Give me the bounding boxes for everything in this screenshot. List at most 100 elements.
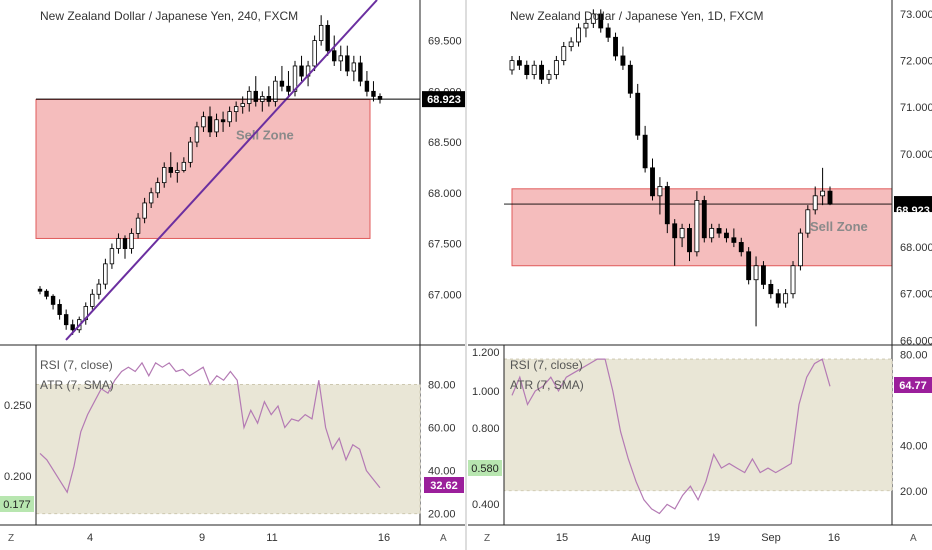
y-tick-label: 67.000	[900, 289, 932, 301]
candle-body	[620, 55, 626, 66]
candle-body	[576, 27, 581, 43]
candle-body	[642, 134, 648, 169]
right-z-button[interactable]: Z	[484, 533, 490, 544]
candle-body	[546, 74, 552, 80]
candle-body	[109, 248, 115, 265]
left-indicator-right-ticks: 80.00 60.00 40.00 20.00	[428, 379, 456, 520]
candle-body	[531, 64, 537, 75]
candle-body	[96, 283, 102, 295]
candle-body	[583, 22, 589, 29]
candle-body	[122, 238, 128, 250]
left-indicator-left-ticks: 0.250 0.200	[4, 400, 32, 483]
right-x-axis[interactable]: 15 Aug 19 Sep 16	[556, 532, 840, 544]
candle-body	[761, 265, 766, 285]
left-chart[interactable]: Sell Zone New Zealand Dollar / Japanese …	[0, 0, 466, 544]
candle-body	[116, 238, 121, 250]
right-rsi-band	[503, 358, 893, 492]
candle-body	[775, 293, 781, 304]
candle-body	[135, 217, 141, 234]
candle-body	[694, 200, 700, 253]
x-tick-label: 16	[378, 532, 390, 544]
candle-body	[70, 324, 75, 331]
x-tick-label: Aug	[631, 532, 651, 544]
candle-body	[318, 24, 324, 41]
y-tick-label: 70.000	[900, 149, 932, 161]
candle-body	[351, 62, 357, 72]
candle-body	[148, 192, 154, 204]
candle-body	[561, 46, 567, 62]
candle-body	[358, 62, 363, 82]
indicator-left-tick: 1.200	[472, 347, 500, 359]
candle-body	[553, 60, 559, 75]
candle-body	[364, 80, 370, 92]
right-rsi-line	[511, 358, 831, 515]
right-chart[interactable]: Sell Zone New Zealand Dollar / Japanese …	[468, 0, 932, 544]
y-tick-label: 72.000	[900, 56, 932, 68]
right-candles	[509, 9, 833, 327]
candle-body	[731, 237, 737, 243]
y-tick-label: 67.000	[428, 289, 462, 301]
candle-body	[188, 141, 193, 163]
y-tick-label: 68.000	[900, 242, 932, 254]
left-rsi-band	[35, 384, 421, 515]
candle-body	[797, 232, 803, 267]
indicator-left-tick: 0.400	[472, 499, 500, 511]
x-tick-label: Sep	[761, 532, 781, 544]
candle-body	[63, 314, 69, 326]
indicator-right-tick: 60.00	[428, 423, 456, 435]
left-z-button[interactable]: Z	[8, 533, 14, 544]
left-rsi-label: RSI (7, close)	[40, 358, 113, 372]
right-y-axis[interactable]: 73.00072.00071.00070.00069.00068.00067.0…	[900, 9, 932, 347]
svg-text:0.177: 0.177	[3, 499, 31, 511]
svg-text:64.77: 64.77	[899, 380, 927, 392]
candle-body	[738, 242, 744, 253]
left-atr-badge: 0.177	[0, 496, 34, 512]
indicator-right-tick: 20.00	[900, 486, 928, 498]
left-zone-label: Sell Zone	[236, 127, 294, 142]
candle-body	[286, 85, 291, 92]
indicator-left-tick: 1.000	[472, 386, 500, 398]
indicator-left-tick: 0.250	[4, 400, 32, 412]
candle-body	[233, 106, 239, 113]
candle-body	[657, 186, 663, 197]
candle-body	[37, 288, 43, 292]
candle-body	[175, 170, 180, 173]
candle-body	[312, 40, 317, 67]
candle-body	[605, 27, 611, 38]
left-atr-label: ATR (7, SMA)	[40, 378, 114, 392]
candle-body	[827, 190, 833, 205]
right-rsi-label: RSI (7, close)	[510, 358, 583, 372]
x-tick-label: 9	[199, 532, 205, 544]
left-trendline[interactable]	[65, 0, 378, 341]
svg-text:68.923: 68.923	[427, 94, 461, 106]
indicator-right-tick: 80.00	[900, 350, 928, 362]
right-rsi-badge: 64.77	[894, 377, 932, 393]
candle-body	[687, 228, 692, 253]
candle-body	[753, 265, 759, 281]
candle-body	[598, 13, 604, 29]
left-rsi-badge: 32.62	[424, 477, 464, 493]
y-tick-label: 68.500	[428, 137, 462, 149]
x-tick-label: 15	[556, 532, 568, 544]
svg-text:68.923: 68.923	[896, 205, 930, 217]
candle-body	[539, 64, 545, 80]
candle-body	[168, 167, 173, 173]
candle-body	[635, 92, 641, 136]
candle-body	[142, 202, 147, 219]
candle-body	[590, 13, 596, 24]
candle-body	[783, 293, 789, 304]
candle-body	[716, 228, 722, 234]
candle-body	[709, 228, 715, 239]
candle-body	[220, 119, 226, 123]
right-atr-badge: 0.580	[468, 460, 502, 476]
x-tick-label: 16	[828, 532, 840, 544]
left-rsi-line	[39, 361, 381, 494]
right-a-button[interactable]: A	[910, 533, 917, 544]
candle-body	[50, 295, 56, 305]
candle-body	[664, 186, 670, 225]
y-tick-label: 73.000	[900, 9, 932, 21]
left-x-axis[interactable]: 4 9 11 16	[87, 532, 390, 544]
left-a-button[interactable]: A	[440, 533, 447, 544]
